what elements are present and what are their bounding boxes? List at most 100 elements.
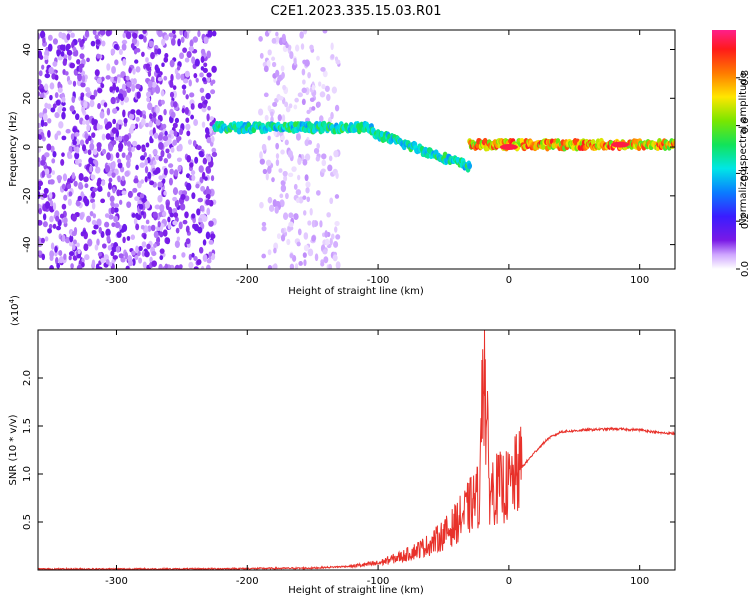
heatmap-cell [293, 213, 299, 221]
heatmap-cell [188, 261, 194, 269]
heatmap-cell [49, 82, 55, 90]
heatmap-cell [155, 119, 161, 126]
heatmap-cell [209, 116, 214, 121]
heatmap-cell [72, 239, 77, 245]
heatmap-cell [205, 199, 211, 206]
heatmap-cell [61, 107, 67, 112]
heatmap-cell [38, 219, 43, 226]
heatmap-cell [151, 81, 157, 88]
heatmap-cell [306, 109, 311, 115]
heatmap-cell [211, 79, 216, 84]
heatmap-cell [148, 40, 154, 48]
heatmap-cell [197, 30, 201, 38]
heatmap-cell [118, 48, 123, 56]
heatmap-cell [189, 162, 194, 168]
heatmap-cell [298, 196, 304, 204]
heatmap-cell [162, 123, 167, 129]
heatmap-cell [194, 156, 199, 164]
heatmap-cell [127, 146, 132, 152]
heatmap-cell [334, 221, 340, 227]
heatmap-cell [275, 35, 280, 42]
snr-panel: -300 -200 -100 0 100 0.5 1.0 1.5 2.0 Height of s… [8, 295, 676, 596]
heatmap-cell [78, 260, 82, 265]
heatmap-cell [101, 243, 107, 249]
heatmap-cell [135, 83, 141, 90]
heatmap-cell [294, 97, 299, 103]
heatmap-cell [190, 114, 195, 120]
heatmap-cell [281, 37, 287, 44]
heatmap-cell [174, 199, 180, 208]
heatmap-cell [205, 166, 211, 173]
heatmap-cell [38, 208, 43, 215]
heatmap-cell [132, 187, 138, 193]
heatmap-cell [280, 184, 287, 193]
heatmap-cell [84, 254, 90, 261]
heatmap-cell [99, 111, 105, 119]
heatmap-cell [153, 230, 159, 239]
heatmap-cell [165, 237, 171, 245]
heatmap-cell [280, 149, 285, 155]
heatmap-cell [81, 106, 86, 114]
heatmap-cell [267, 49, 272, 56]
heatmap-cell [157, 220, 161, 228]
snr-series-line [38, 330, 675, 570]
heatmap-cell [117, 162, 123, 169]
heatmap-cell [208, 251, 212, 257]
heatmap-cell [133, 218, 138, 225]
heatmap-cell [92, 119, 98, 125]
heatmap-cell [66, 184, 72, 189]
heatmap-cell [77, 249, 81, 255]
heatmap-cell [287, 225, 294, 231]
heatmap-cell [142, 30, 147, 34]
heatmap-cell [57, 106, 62, 114]
heatmap-cell [120, 99, 124, 106]
heatmap-cell [319, 91, 326, 98]
heatmap-cell [105, 133, 111, 140]
heatmap-cell [144, 122, 150, 128]
heatmap-cell [41, 64, 45, 70]
heatmap-cell [333, 241, 339, 248]
heatmap-cell [266, 166, 272, 174]
heatmap-cell [44, 83, 49, 91]
heatmap-cell [268, 204, 275, 212]
heatmap-cell [56, 262, 61, 269]
heatmap-cell [201, 121, 206, 128]
heatmap-cell [135, 66, 141, 73]
heatmap-cell [136, 214, 142, 221]
heatmap-cell [275, 159, 280, 167]
heatmap-cell [172, 254, 177, 260]
heatmap-cell [58, 121, 64, 129]
heatmap-cell [182, 47, 188, 53]
heatmap-cell [61, 234, 66, 242]
heatmap-cell [205, 231, 211, 240]
heatmap-cell [193, 266, 199, 269]
heatmap-cell [293, 57, 297, 66]
heatmap-cell [285, 192, 289, 200]
heatmap-cell [274, 206, 279, 214]
heatmap-cell [40, 159, 46, 166]
heatmap-cell [302, 159, 308, 166]
heatmap-cell [44, 73, 51, 79]
heatmap-cell [122, 236, 126, 244]
heatmap-cell [316, 190, 321, 196]
heatmap-cell [71, 41, 75, 49]
heatmap-cell [272, 199, 277, 208]
heatmap-cell [132, 78, 137, 85]
heatmap-cell [52, 61, 58, 67]
heatmap-cell [83, 176, 89, 183]
heatmap-cell [293, 183, 298, 190]
heatmap-cell [70, 32, 75, 38]
heatmap-cell [203, 36, 209, 44]
heatmap-cell [57, 177, 62, 184]
heatmap-cell [69, 234, 74, 243]
heatmap-cell [93, 224, 99, 230]
heatmap-cell [154, 86, 161, 94]
heatmap-cell [111, 127, 118, 134]
heatmap-cell [158, 155, 163, 162]
heatmap-cell [138, 257, 143, 264]
heatmap-cell [169, 59, 175, 68]
heatmap-cell [259, 151, 263, 160]
heatmap-cell [140, 210, 145, 216]
heatmap-cell [132, 68, 136, 75]
